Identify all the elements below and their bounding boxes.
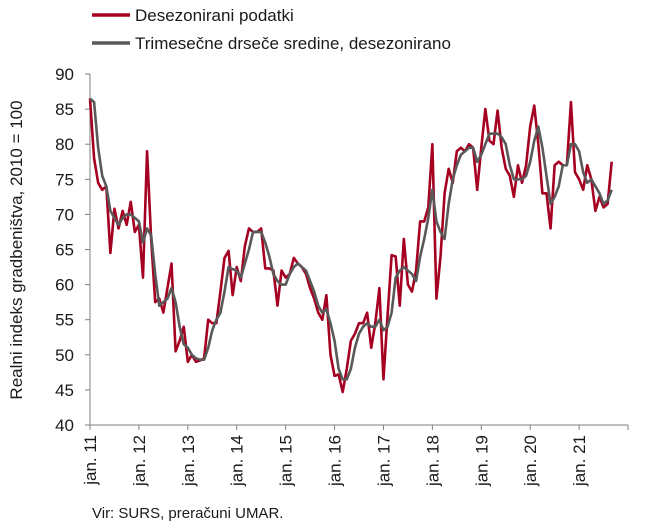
x-tick-label: jan. 17 [374, 435, 393, 487]
series-lines [88, 97, 613, 394]
y-tick-label: 65 [55, 241, 74, 260]
y-axis-label: Realni indeks gradbeništva, 2010 = 100 [7, 100, 26, 399]
x-tick-label: jan. 12 [130, 435, 149, 487]
x-tick-label: jan. 15 [277, 435, 296, 487]
y-tick-label: 75 [55, 170, 74, 189]
x-tick-label: jan. 11 [81, 435, 100, 486]
y-tick-label: 85 [55, 100, 74, 119]
x-tick-label: jan. 21 [570, 435, 589, 487]
x-tick-label: jan. 13 [179, 435, 198, 487]
y-tick-label: 45 [55, 381, 74, 400]
x-tick-label: jan. 18 [423, 435, 442, 487]
y-tick-label: 40 [55, 416, 74, 435]
y-tick-label: 90 [55, 65, 74, 84]
x-tick-label: jan. 16 [326, 435, 345, 487]
legend-label-series-2: Trimesečne drseče sredine, desezonirano [135, 34, 451, 53]
axes [89, 74, 628, 426]
legend-label-series-1: Desezonirani podatki [135, 6, 294, 25]
y-tick-label: 50 [55, 346, 74, 365]
legend: Desezonirani podatki Trimesečne drseče s… [92, 6, 451, 53]
y-ticks: 40 45 50 55 60 65 70 75 80 85 90 [55, 65, 90, 435]
y-tick-label: 60 [55, 276, 74, 295]
series-line-1 [88, 98, 613, 394]
y-tick-label: 70 [55, 205, 74, 224]
series-line-2 [89, 97, 613, 381]
source-note: Vir: SURS, preračuni UMAR. [92, 505, 284, 522]
x-tick-label: jan. 14 [228, 435, 247, 487]
x-ticks: jan. 11 jan. 12 jan. 13 jan. 14 jan. 15 jan. … [81, 425, 629, 487]
y-tick-label: 55 [55, 311, 74, 330]
x-tick-label: jan. 19 [472, 435, 491, 487]
x-tick-label: jan. 20 [521, 435, 540, 487]
y-tick-label: 80 [55, 135, 74, 154]
